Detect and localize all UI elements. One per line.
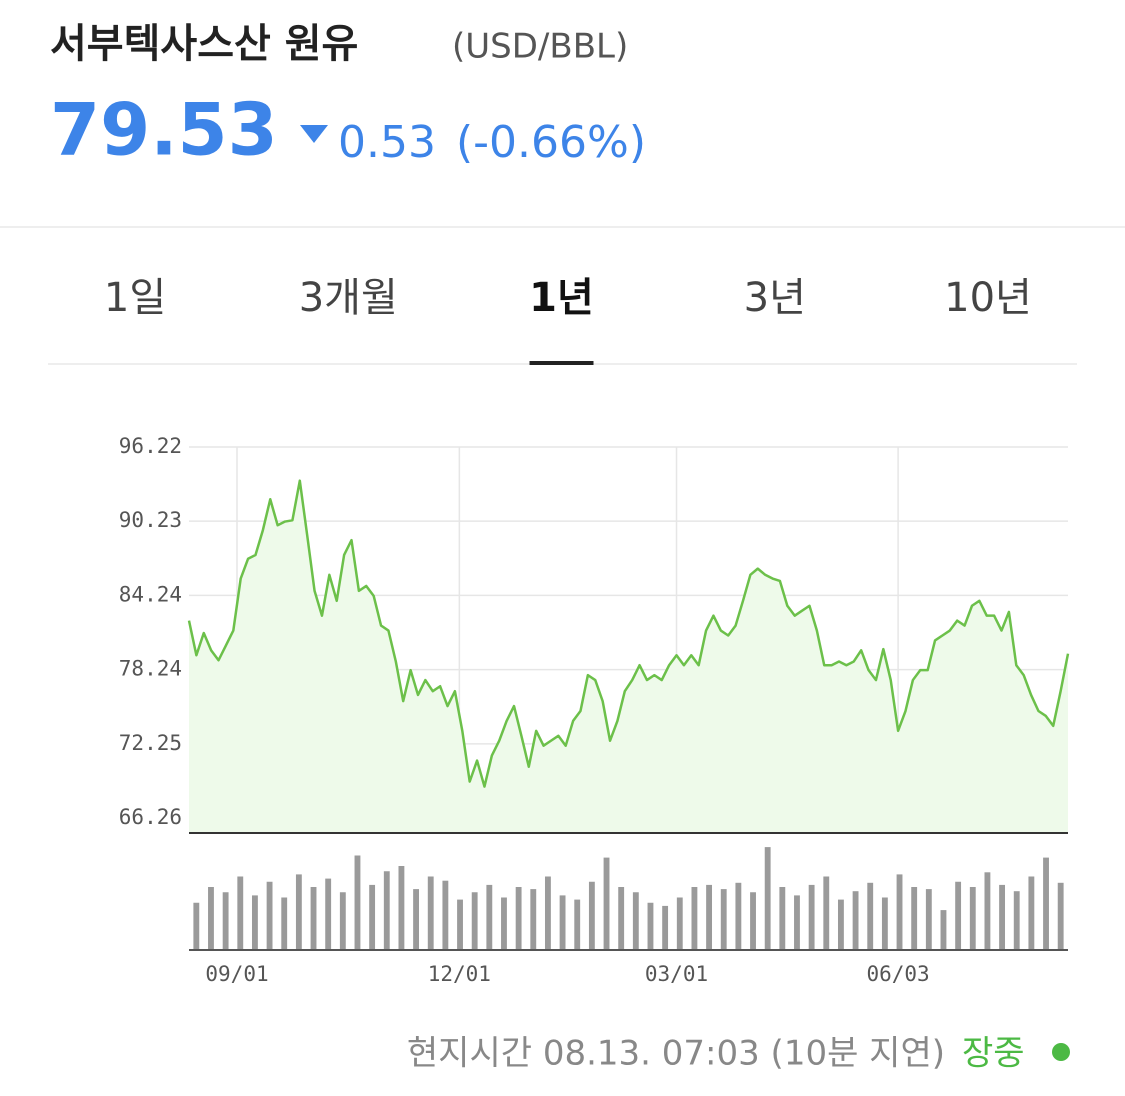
volume-bar <box>398 866 405 950</box>
title: 서부텍사스산 원유 <box>50 21 358 67</box>
volume-bar <box>955 881 962 950</box>
volume-bar <box>501 897 507 950</box>
x-tick-label: 06/03 <box>866 962 929 986</box>
volume-bar <box>1057 882 1064 950</box>
volume-bar <box>794 895 800 950</box>
y-tick-label: 84.24 <box>119 582 182 606</box>
volume-bar <box>925 889 932 950</box>
market-status: 장중 <box>962 1034 1025 1074</box>
volume-bar <box>881 897 888 950</box>
volume-bar <box>867 882 874 950</box>
volume-bar <box>984 872 991 950</box>
volume-bar <box>735 882 742 950</box>
volume-bar <box>603 857 610 950</box>
volume-bar <box>413 889 420 950</box>
volume-bar <box>295 874 302 950</box>
volume-bar <box>940 910 947 950</box>
unit: (USD/BBL) <box>452 27 628 67</box>
volume-bar <box>574 899 581 950</box>
volume-bar <box>911 887 918 950</box>
volume-bar <box>222 892 229 950</box>
volume-bar <box>588 881 595 950</box>
volume-bar <box>457 899 463 950</box>
y-tick-label: 90.23 <box>119 508 182 532</box>
volume-bar <box>823 876 830 950</box>
y-tick-label: 96.22 <box>119 434 182 458</box>
volume-bar <box>383 871 390 950</box>
x-tick-label: 03/01 <box>645 962 708 986</box>
volume-bar <box>808 884 815 950</box>
volume-bar <box>471 892 478 950</box>
tab[interactable]: 1일 <box>104 275 166 321</box>
y-tick-label: 78.24 <box>119 657 182 681</box>
divider <box>0 226 1125 228</box>
volume-bar <box>251 895 258 950</box>
volume-bar <box>1043 857 1049 950</box>
volume-bar <box>325 878 332 950</box>
volume-bar <box>896 874 903 950</box>
volume-bar <box>427 876 434 950</box>
x-tick-label: 12/01 <box>428 962 491 986</box>
local-time: 현지시간 08.13. 07:03 (10분 지연) <box>407 1034 945 1074</box>
volume-bar <box>662 905 669 950</box>
volume-bar <box>281 897 288 950</box>
volume-bar <box>515 887 522 950</box>
tab[interactable]: 3개월 <box>299 275 398 321</box>
volume-bar <box>208 887 214 950</box>
volume-bar <box>969 887 976 950</box>
volume-bar <box>837 899 844 950</box>
volume-bar <box>632 892 639 950</box>
y-tick-label: 66.26 <box>119 805 182 829</box>
tab[interactable]: 3년 <box>744 275 806 321</box>
volume-bar <box>369 884 376 950</box>
volume-bar <box>779 887 786 950</box>
volume-bar <box>1028 876 1035 950</box>
volume-bar <box>530 889 537 950</box>
volume-bar <box>999 884 1006 950</box>
volume-bar <box>544 876 551 950</box>
change: 0.53 <box>338 117 436 168</box>
change-pct: (-0.66%) <box>456 117 646 168</box>
volume-bar <box>442 880 449 950</box>
volume-bar <box>237 876 244 950</box>
volume-bar <box>647 902 654 950</box>
tab[interactable]: 10년 <box>944 275 1032 321</box>
volume-bar <box>676 897 683 950</box>
volume-bar <box>852 891 859 950</box>
x-tick-label: 09/01 <box>205 962 268 986</box>
down-arrow <box>300 125 328 143</box>
volume-bar <box>720 889 727 950</box>
tab-underline <box>529 361 594 365</box>
volume-bar <box>706 884 713 950</box>
volume-bar <box>339 892 346 950</box>
volume-bar <box>354 855 361 950</box>
price: 79.53 <box>50 88 278 172</box>
volume-bar <box>764 847 771 950</box>
price-line <box>187 479 1070 788</box>
volume-bar <box>266 881 273 950</box>
y-tick-label: 72.25 <box>119 731 182 755</box>
tab[interactable]: 1년 <box>529 275 594 321</box>
volume-bar <box>559 895 566 950</box>
volume-bar <box>486 884 493 950</box>
volume-bar <box>750 892 756 950</box>
volume-bar <box>1013 891 1020 950</box>
volume-bar <box>193 902 200 950</box>
volume-bar <box>618 887 625 950</box>
volume-bar <box>691 887 698 950</box>
status-dot <box>1052 1043 1070 1061</box>
area <box>189 480 1068 833</box>
volume-bar <box>310 887 317 950</box>
